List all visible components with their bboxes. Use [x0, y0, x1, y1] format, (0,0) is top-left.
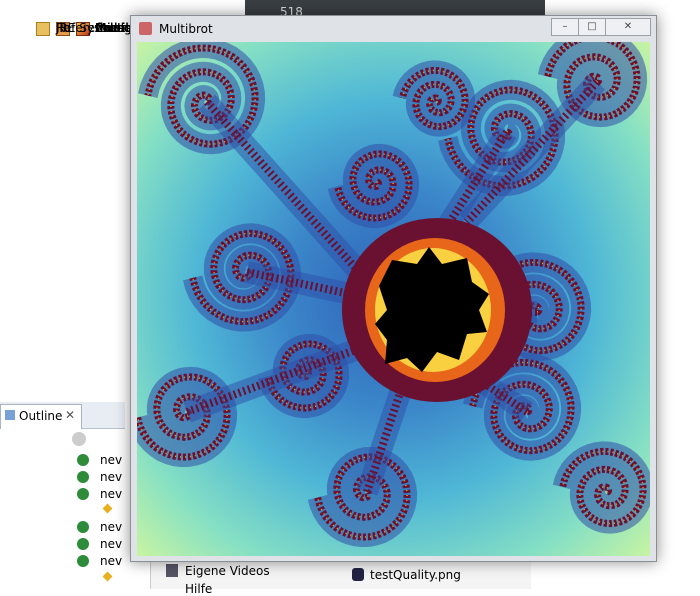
item-label: lib	[56, 21, 71, 35]
outline-item[interactable]: nev	[100, 453, 123, 467]
item-label: de.thiesge	[76, 21, 140, 35]
app-icon	[139, 22, 152, 35]
fractal-shape	[246, 268, 388, 306]
method-icon	[77, 555, 89, 567]
item-label: Multib	[96, 21, 133, 35]
fractal-shape	[185, 338, 379, 416]
png-icon	[352, 568, 364, 581]
outline-tab[interactable]: Outline ✕	[0, 404, 82, 429]
fractal	[137, 42, 650, 548]
field-icon	[102, 571, 113, 582]
file-label: Hilfe	[185, 582, 213, 596]
close-tab[interactable]: ✕	[65, 408, 76, 422]
outline-title: Outline	[19, 409, 63, 423]
item-label: colors3	[96, 21, 140, 35]
icon	[76, 22, 90, 36]
item-label: colors2	[96, 21, 140, 35]
fractal-shape	[433, 129, 511, 245]
file-label: testQuality.png	[370, 568, 461, 582]
item-label: Palette	[96, 21, 138, 35]
item-label: Multib	[96, 21, 133, 35]
fractal-shape	[334, 150, 413, 222]
method-icon	[77, 454, 89, 466]
fractal-shape	[464, 79, 600, 225]
fractal-shape	[314, 453, 411, 541]
method-icon	[77, 471, 89, 483]
method-icon	[77, 538, 89, 550]
fractal-shape	[559, 447, 647, 528]
icon	[36, 22, 50, 36]
explorer: de.thiesge de.thiesge Multib Multib Multib Mu…	[0, 20, 139, 390]
item-label: Multib	[96, 21, 133, 35]
toolbar	[72, 432, 86, 446]
window-title: Multibrot	[159, 22, 213, 36]
item-label: de.thiesge	[76, 21, 140, 35]
multibrot-window: Multibrot – □ ✕	[130, 15, 657, 562]
fractal-shape	[137, 373, 231, 461]
maximize[interactable]: □	[578, 18, 606, 36]
item-label: JRE System	[56, 21, 125, 35]
fractal-image	[137, 42, 650, 556]
method-icon	[77, 521, 89, 533]
minimize[interactable]: –	[551, 18, 579, 36]
fractal-shape	[191, 232, 292, 323]
item-label: Multib	[96, 21, 133, 35]
item-label: Multib	[96, 21, 133, 35]
outline-item[interactable]: nev	[100, 554, 123, 568]
item-label: fire.	[96, 21, 120, 35]
field-icon	[102, 503, 113, 514]
outline-item[interactable]: nev	[100, 470, 123, 484]
outline-item[interactable]: nev	[100, 520, 123, 534]
icon	[56, 22, 70, 36]
item-label: de.thiesge	[76, 21, 140, 35]
item-label: Referenced	[56, 21, 125, 35]
item-label: de.thiesge	[76, 21, 140, 35]
fractal-shape	[375, 247, 489, 372]
outline: nev nev nev nev nev nev	[0, 430, 125, 589]
video-icon	[166, 564, 178, 577]
item-label: colors4	[96, 21, 140, 35]
close[interactable]: ✕	[605, 18, 651, 36]
method-icon	[77, 488, 89, 500]
item-label: Multib	[96, 21, 133, 35]
outline-item[interactable]: nev	[100, 487, 123, 501]
bg-pane	[150, 560, 531, 589]
item-label: colors1	[96, 21, 140, 35]
file-label: Eigene Videos	[185, 564, 270, 578]
fractal-shape	[198, 94, 386, 300]
outline-item[interactable]: nev	[100, 537, 123, 551]
fractal-shape	[544, 42, 641, 121]
item-label: Multib	[96, 21, 133, 35]
fractal-shape	[399, 66, 469, 131]
item-label: Multib	[96, 21, 133, 35]
fractal-shape	[144, 44, 259, 148]
